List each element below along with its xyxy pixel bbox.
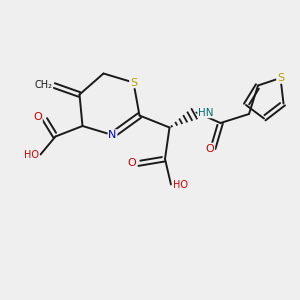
Text: CH₂: CH₂ xyxy=(34,80,52,91)
Text: HO: HO xyxy=(172,179,188,190)
Text: O: O xyxy=(206,143,214,154)
Text: S: S xyxy=(130,77,137,88)
Text: O: O xyxy=(33,112,42,122)
Text: S: S xyxy=(277,73,284,83)
Text: HO: HO xyxy=(24,149,39,160)
Text: O: O xyxy=(128,158,136,169)
Text: HN: HN xyxy=(198,107,214,118)
Text: N: N xyxy=(108,130,117,140)
